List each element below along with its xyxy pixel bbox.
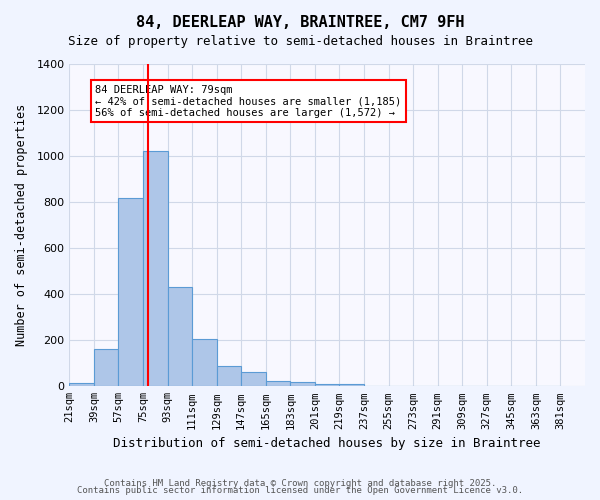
- Text: 84 DEERLEAP WAY: 79sqm
← 42% of semi-detached houses are smaller (1,185)
56% of : 84 DEERLEAP WAY: 79sqm ← 42% of semi-det…: [95, 84, 401, 118]
- Y-axis label: Number of semi-detached properties: Number of semi-detached properties: [15, 104, 28, 346]
- Bar: [266, 380, 290, 386]
- Bar: [70, 383, 94, 386]
- Text: Contains public sector information licensed under the Open Government Licence v3: Contains public sector information licen…: [77, 486, 523, 495]
- Bar: [94, 350, 118, 387]
- Bar: [241, 372, 266, 386]
- Bar: [143, 152, 167, 386]
- Bar: [118, 198, 143, 386]
- Text: Size of property relative to semi-detached houses in Braintree: Size of property relative to semi-detach…: [67, 35, 533, 48]
- Bar: [192, 339, 217, 386]
- Bar: [315, 384, 340, 386]
- X-axis label: Distribution of semi-detached houses by size in Braintree: Distribution of semi-detached houses by …: [113, 437, 541, 450]
- Bar: [340, 384, 364, 386]
- Bar: [167, 288, 192, 386]
- Text: Contains HM Land Registry data © Crown copyright and database right 2025.: Contains HM Land Registry data © Crown c…: [104, 478, 496, 488]
- Bar: [290, 382, 315, 386]
- Text: 84, DEERLEAP WAY, BRAINTREE, CM7 9FH: 84, DEERLEAP WAY, BRAINTREE, CM7 9FH: [136, 15, 464, 30]
- Bar: [217, 366, 241, 386]
